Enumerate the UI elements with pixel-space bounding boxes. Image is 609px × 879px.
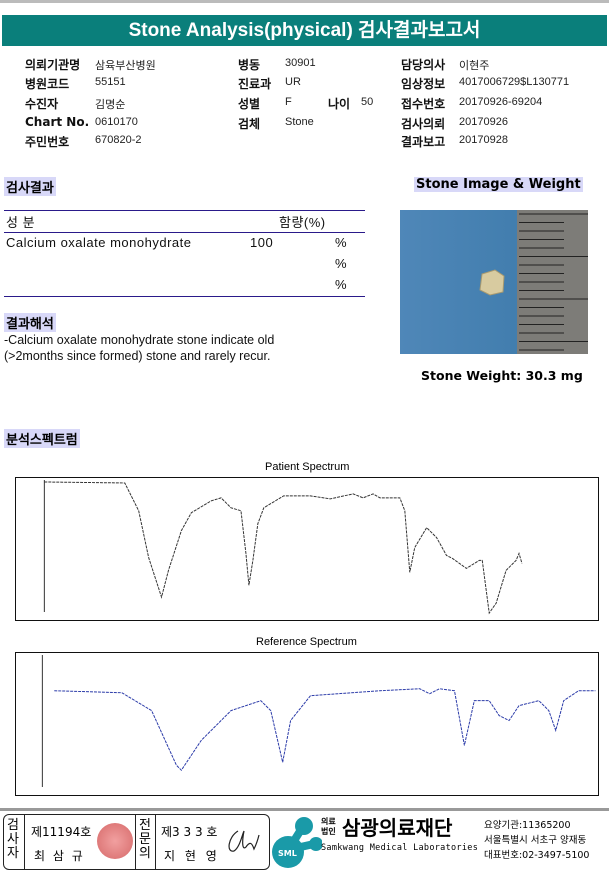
info-label: Chart No. <box>25 115 90 129</box>
info-label: 검체 <box>238 117 261 131</box>
interpretation-heading: 결과해석 <box>4 313 56 332</box>
info-label: 진료과 <box>238 77 272 91</box>
info-label: 의뢰기관명 <box>25 58 81 72</box>
specialist-number: 제3 3 3 호 <box>161 825 218 839</box>
stone-heading: Stone Image & Weight <box>414 177 583 192</box>
info-value: 20170926 <box>459 116 508 128</box>
examiner-name: 최 삼 규 <box>34 849 85 863</box>
info-value: 4017006729$L130771 <box>459 76 570 88</box>
info-value: 55151 <box>95 76 126 88</box>
amount-cell: 100 <box>250 235 274 250</box>
weight-label: Stone Weight: <box>421 368 522 383</box>
table-header-rule <box>4 232 365 233</box>
info-label: 담당의사 <box>401 58 446 72</box>
age-value: 50 <box>361 96 374 108</box>
component-cell: Calcium oxalate monohydrate <box>6 235 192 250</box>
info-value: 김명순 <box>95 99 126 111</box>
stone-photo <box>400 210 599 354</box>
info-value: 20170926-69204 <box>459 96 543 108</box>
info-label: 주민번호 <box>25 135 70 149</box>
info-label: 수진자 <box>25 97 59 111</box>
stone-weight: Stone Weight: 30.3 mg <box>421 368 583 383</box>
unit-cell: % <box>335 277 348 292</box>
table-bottom-rule <box>4 296 365 297</box>
info-value: 20170928 <box>459 134 508 146</box>
unit-cell: % <box>335 235 348 250</box>
patient-spectrum <box>15 477 599 621</box>
seal-stamp <box>97 823 133 859</box>
interpretation-line-2: (>2months since formed) stone and rarely… <box>4 349 271 363</box>
institution-code: 요양기관:11365200 <box>484 820 571 831</box>
specialist-name: 지 현 영 <box>164 849 220 863</box>
col-component-header: 성 분 <box>6 215 36 230</box>
info-label: 접수번호 <box>401 97 446 111</box>
reference-spectrum <box>15 652 599 796</box>
interpretation-line-1: -Calcium oxalate monohydrate stone indic… <box>4 333 275 347</box>
info-value: 670820-2 <box>95 134 142 146</box>
info-value: 30901 <box>285 57 316 69</box>
signature <box>228 830 260 852</box>
address: 서울특별시 서초구 양재동 <box>484 835 587 846</box>
patient-spectrum-title: Patient Spectrum <box>265 461 350 473</box>
org-english: Samkwang Medical Laboratories <box>321 843 479 853</box>
info-label: 검사의뢰 <box>401 117 446 131</box>
examiner-label: 검사자 <box>7 818 19 861</box>
info-value: 0610170 <box>95 116 138 128</box>
phone: 대표번호:02-3497-5100 <box>484 850 590 861</box>
table-top-rule <box>4 210 365 211</box>
info-label: 임상정보 <box>401 77 446 91</box>
signature-box: 검사자 제11194호 최 삼 규 전문의 제3 3 3 호 지 현 영 <box>3 814 270 870</box>
reference-spectrum-title: Reference Spectrum <box>256 636 357 648</box>
info-label: 성별 <box>238 97 261 111</box>
info-value: Stone <box>285 116 314 128</box>
results-heading: 검사결과 <box>4 177 56 196</box>
org-name: 삼광의료재단 <box>342 816 453 840</box>
info-label: 병원코드 <box>25 77 70 91</box>
info-value: 이현주 <box>459 60 490 72</box>
weight-value: 30.3 <box>525 368 557 383</box>
specialist-label: 전문의 <box>139 818 151 861</box>
spectrum-heading: 분석스펙트럼 <box>4 429 80 448</box>
sml-logo-icon: SML <box>272 817 322 868</box>
info-value: F <box>285 96 292 108</box>
report-title: Stone Analysis(physical) 검사결과보고서 <box>2 15 607 46</box>
svg-text:SML: SML <box>278 849 297 858</box>
footer-rule <box>0 808 609 811</box>
org-prefix: 의료 법인 <box>321 817 336 836</box>
col-amount-header: 함량(%) <box>279 215 326 230</box>
age-label: 나이 <box>328 97 351 111</box>
unit-cell: % <box>335 256 348 271</box>
examiner-number: 제11194호 <box>31 825 92 839</box>
info-label: 병동 <box>238 58 261 72</box>
info-value: 삼육부산병원 <box>95 60 156 72</box>
info-label: 결과보고 <box>401 135 446 149</box>
top-border <box>0 0 609 3</box>
info-value: UR <box>285 76 301 88</box>
weight-unit: mg <box>560 368 583 383</box>
